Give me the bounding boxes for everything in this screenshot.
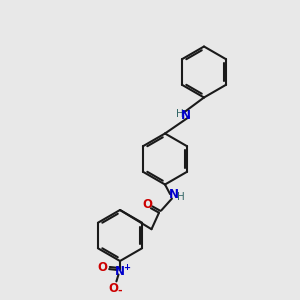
Text: H: H <box>177 191 185 202</box>
Text: O: O <box>108 282 118 295</box>
Text: -: - <box>117 285 122 296</box>
Text: N: N <box>181 109 191 122</box>
Text: O: O <box>98 261 108 274</box>
Text: +: + <box>123 263 130 272</box>
Text: O: O <box>142 198 152 211</box>
Text: H: H <box>176 109 184 119</box>
Text: N: N <box>115 265 125 278</box>
Text: N: N <box>169 188 179 201</box>
